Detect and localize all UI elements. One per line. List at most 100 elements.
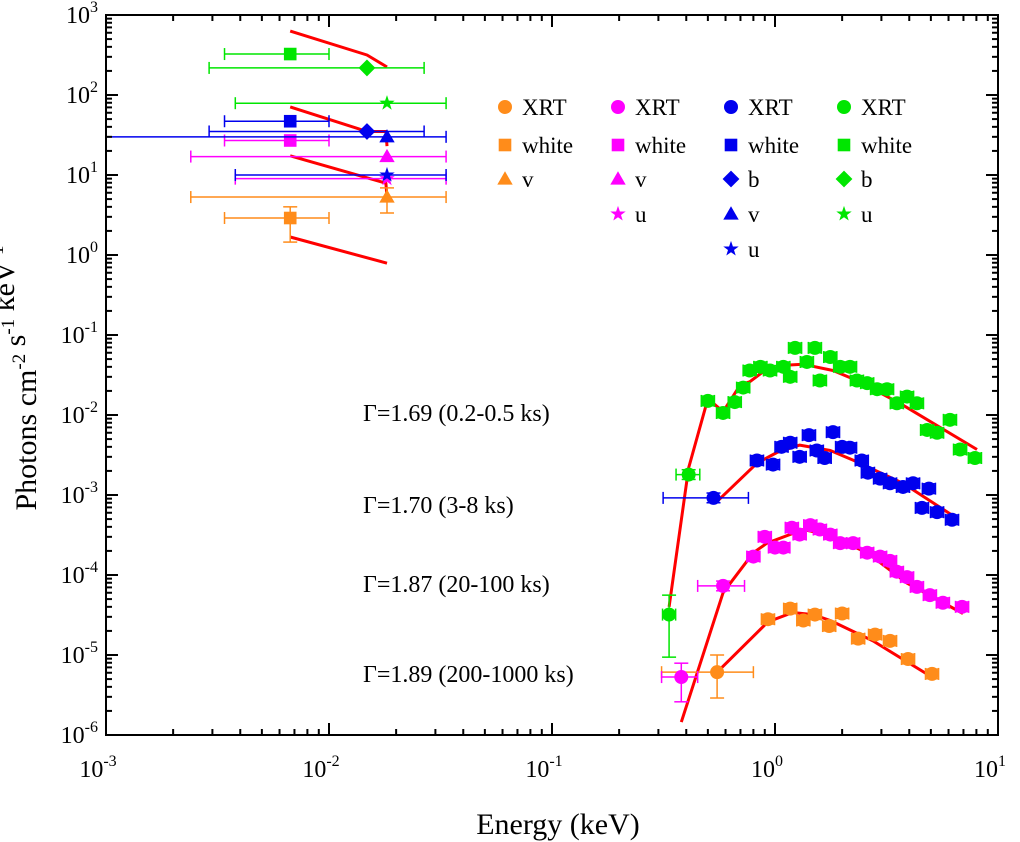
legend-label: u xyxy=(748,237,760,262)
orange-model-uv-line xyxy=(289,235,388,265)
y-label-exponent: -1 xyxy=(0,319,19,335)
tick-base: 10 xyxy=(974,757,998,783)
green-u-point xyxy=(379,95,395,110)
y-label-part: s xyxy=(0,335,32,354)
orange-XRT-point xyxy=(901,652,916,667)
magenta-XRT-point xyxy=(674,670,689,685)
magenta-XRT-point xyxy=(935,595,950,610)
orange-v-point xyxy=(379,189,395,203)
magenta-XRT-point xyxy=(909,579,924,594)
legend-marker-square-icon xyxy=(611,138,625,152)
legend-label: b xyxy=(748,167,760,192)
blue-XRT-point xyxy=(801,428,816,443)
blue-u-point xyxy=(379,166,395,182)
y-tick-label: 10-6 xyxy=(61,719,98,749)
orange-XRT-point xyxy=(783,601,798,616)
magenta-XRT-point xyxy=(746,549,761,564)
green-XRT-point xyxy=(909,396,924,411)
legend-marker-square-icon xyxy=(498,138,512,152)
y-tick-label: 10-4 xyxy=(61,559,98,589)
tick-exponent: -3 xyxy=(85,479,98,496)
magenta-XRT-point xyxy=(716,578,731,593)
blue-XRT-point xyxy=(706,490,721,505)
green-XRT-point xyxy=(812,373,827,388)
legend-marker-square-icon xyxy=(724,138,738,152)
orange-XRT-point xyxy=(807,607,822,622)
green-XRT-point xyxy=(776,359,791,374)
green-XRT-point xyxy=(788,340,803,355)
blue-XRT-point xyxy=(792,449,807,464)
blue-XRT-point xyxy=(854,453,869,468)
blue-XRT-point xyxy=(945,512,960,527)
green-XRT-point xyxy=(662,607,677,622)
tick-exponent: -2 xyxy=(85,399,98,416)
y-axis-label: Photons cm-2 s-1 keV-1 xyxy=(0,245,43,510)
tick-base: 10 xyxy=(61,323,85,349)
gamma-annotation: Γ=1.69 (0.2-0.5 ks) xyxy=(363,401,550,427)
legend-label: white xyxy=(635,133,686,158)
green-XRT-point xyxy=(843,359,858,374)
magenta-model-uv-line xyxy=(289,154,389,198)
orange-XRT-point xyxy=(760,612,775,627)
green-XRT-point xyxy=(953,442,968,457)
green-XRT-point xyxy=(967,451,982,466)
legend-label: XRT xyxy=(522,95,567,120)
legend-label: white xyxy=(861,133,912,158)
legend-marker-circle-icon xyxy=(498,100,512,114)
blue-white-point xyxy=(283,114,297,128)
data-points xyxy=(105,47,983,703)
y-tick-label: 10-5 xyxy=(61,639,98,669)
y-label-exponent: -1 xyxy=(0,245,8,261)
tick-base: 10 xyxy=(302,757,326,783)
legend-marker-star-icon xyxy=(610,205,626,221)
blue-XRT-point xyxy=(843,440,858,455)
legend-label: white xyxy=(522,133,573,158)
green-model-uv-line xyxy=(289,29,388,69)
tick-exponent: -2 xyxy=(326,753,339,770)
tick-exponent: -3 xyxy=(103,753,116,770)
blue-b-point xyxy=(358,123,376,140)
tick-exponent: 2 xyxy=(90,79,98,96)
green-XRT-point xyxy=(823,350,838,365)
tick-base: 10 xyxy=(751,757,775,783)
magenta-XRT-point xyxy=(846,536,861,551)
y-label-exponent: -2 xyxy=(9,354,30,370)
annotations: Γ=1.69 (0.2-0.5 ks) Γ=1.70 (3-8 ks) Γ=1.87… xyxy=(363,401,574,688)
legend-marker-triangle-icon xyxy=(723,206,739,220)
green-XRT-point xyxy=(716,405,731,420)
legend-marker-triangle-icon xyxy=(610,171,626,185)
blue-XRT-point xyxy=(883,476,898,491)
y-label-part: cm xyxy=(10,370,43,414)
tick-base: 10 xyxy=(61,563,85,589)
y-tick-label: 100 xyxy=(66,239,98,269)
gamma-annotation: Γ=1.89 (200-1000 ks) xyxy=(363,662,574,688)
blue-XRT-point xyxy=(783,435,798,450)
blue-XRT-point xyxy=(930,505,945,520)
green-XRT-point xyxy=(799,354,814,369)
tick-exponent: 0 xyxy=(90,239,98,256)
green-XRT-point xyxy=(763,363,778,378)
green-XRT-point xyxy=(942,412,957,427)
legend-marker-square-icon xyxy=(837,138,851,152)
axes: 10-3 10-2 10-1 100 10110310210110010-110-210… xyxy=(61,0,1006,783)
tick-exponent: -1 xyxy=(549,753,562,770)
magenta-XRT-point xyxy=(900,570,915,585)
legend-label: u xyxy=(635,202,647,227)
green-XRT-point xyxy=(880,382,895,397)
orange-XRT-point xyxy=(925,666,940,681)
legend-label: XRT xyxy=(861,95,906,120)
magenta-XRT-point xyxy=(776,540,791,555)
blue-XRT-point xyxy=(906,476,921,491)
x-tick-label: 10-3 xyxy=(79,753,116,783)
tick-base: 10 xyxy=(61,643,85,669)
tick-base: 10 xyxy=(61,723,85,749)
legend-label: white xyxy=(748,133,799,158)
y-label-part: Photons xyxy=(10,414,43,511)
tick-exponent: 1 xyxy=(998,753,1006,770)
legend-marker-star-icon xyxy=(723,240,739,256)
tick-base: 10 xyxy=(61,403,85,429)
orange-XRT-point xyxy=(883,633,898,648)
legend-marker-diamond-icon xyxy=(722,170,740,188)
